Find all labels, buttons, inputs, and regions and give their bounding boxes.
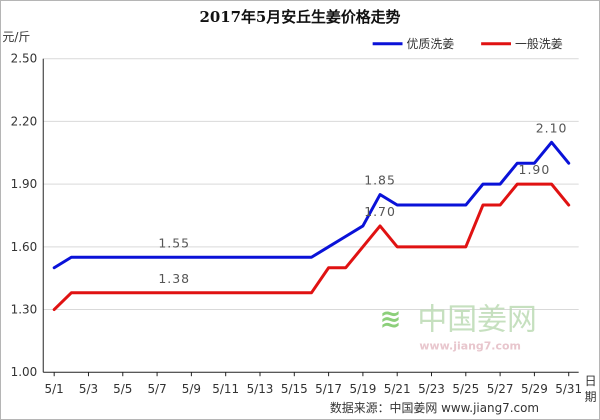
data-label: 1.38: [158, 271, 190, 286]
gridlines: [43, 58, 579, 311]
x-tick-label: 5/31: [555, 382, 582, 396]
x-tick-label: 5/3: [79, 382, 98, 396]
y-tick-label: 2.50: [11, 52, 38, 66]
source-note: 数据来源：中国姜网 www.jiang7.com: [330, 400, 539, 415]
x-tick-label: 5/17: [315, 382, 342, 396]
watermark-logo-icon: ≋: [380, 304, 402, 334]
x-tick-label: 5/19: [349, 382, 376, 396]
x-tick-label: 5/5: [113, 382, 132, 396]
legend: 优质洗姜 一般洗姜: [372, 36, 563, 51]
series-line-premium: [52, 140, 571, 270]
y-axis-unit-label: 元/斤: [2, 30, 30, 44]
y-tick-label: 1.60: [11, 240, 38, 254]
y-tick-label: 2.20: [11, 114, 38, 128]
data-labels: 1.55 1.38 1.85 1.70 2.10 1.90: [158, 120, 568, 286]
data-label: 1.85: [364, 173, 396, 188]
x-axis-ticks: 5/1 5/3 5/5 5/7 5/9 5/11 5/13 5/15 5/17 5/19 5/21 5…: [45, 372, 582, 396]
x-tick-label: 5/11: [212, 382, 239, 396]
y-tick-label: 1.30: [11, 303, 38, 317]
x-axis-label-part2: 期: [585, 390, 597, 404]
series-lines: [52, 140, 571, 312]
x-tick-label: 5/29: [521, 382, 548, 396]
data-label: 1.70: [364, 204, 396, 219]
x-tick-label: 5/7: [147, 382, 166, 396]
x-tick-label: 5/23: [418, 382, 445, 396]
y-tick-label: 1.00: [11, 365, 38, 379]
x-tick-label: 5/1: [45, 382, 64, 396]
y-axis-ticks: 1.00 1.30 1.60 1.90 2.20 2.50: [11, 52, 38, 379]
series-line-regular: [52, 182, 571, 312]
legend-label-regular: 一般洗姜: [515, 36, 563, 51]
legend-label-premium: 优质洗姜: [406, 37, 454, 51]
x-tick-label: 5/25: [452, 382, 479, 396]
chart-title: 2017年5月安丘生姜价格走势: [200, 8, 401, 26]
x-tick-label: 5/13: [247, 382, 274, 396]
x-tick-label: 5/21: [384, 382, 411, 396]
data-label: 1.55: [158, 235, 190, 250]
x-tick-label: 5/27: [487, 382, 514, 396]
x-tick-label: 5/15: [281, 382, 308, 396]
data-label: 1.90: [519, 162, 551, 177]
watermark: ≋ 中国姜网 www.jiang7.com: [380, 302, 537, 352]
data-label: 2.10: [536, 120, 568, 135]
x-tick-label: 5/9: [182, 382, 201, 396]
watermark-url: www.jiang7.com: [419, 339, 520, 352]
x-axis-label-part1: 日: [585, 374, 597, 388]
watermark-brand: 中国姜网: [417, 302, 536, 337]
y-tick-label: 1.90: [11, 177, 38, 191]
